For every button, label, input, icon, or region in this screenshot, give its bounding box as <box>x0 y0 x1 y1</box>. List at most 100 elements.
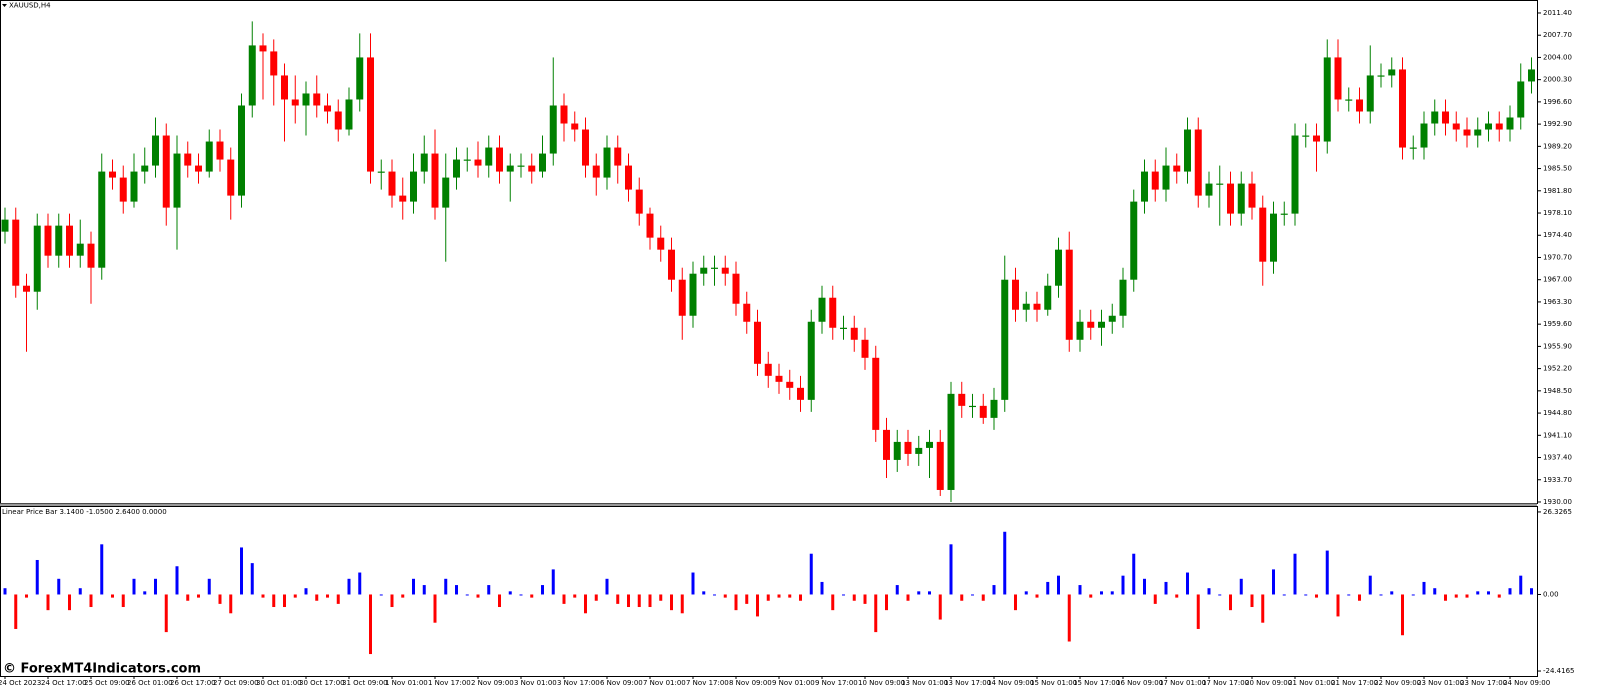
indicator-bar <box>756 594 759 617</box>
indicator-bar <box>455 585 458 595</box>
y-tick-label: 1963.30 <box>1543 298 1572 306</box>
indicator-bar <box>723 594 727 598</box>
candle-body <box>506 165 514 172</box>
indicator-bar <box>530 594 534 598</box>
indicator-bar <box>283 594 286 608</box>
candle-body <box>592 165 600 178</box>
candle-body <box>1087 321 1095 328</box>
candle-body <box>496 147 503 172</box>
candle-body <box>1141 171 1148 202</box>
y-tick-label: 1948.50 <box>1543 387 1572 395</box>
candle-body <box>754 321 761 364</box>
candle-body <box>227 159 235 196</box>
candle-body <box>334 111 342 130</box>
candle-body <box>1184 129 1191 172</box>
indicator-bar <box>1218 594 1222 596</box>
x-tick-label: 13 Nov 17:00 <box>944 679 991 687</box>
indicator-bar <box>594 594 598 601</box>
candle-body <box>915 447 923 454</box>
indicator-bar <box>1508 588 1512 595</box>
indicator-bar <box>842 594 845 596</box>
indicator-bar <box>401 594 405 598</box>
indicator-bar <box>928 591 931 595</box>
y-tick-label: 1933.70 <box>1543 476 1572 484</box>
indicator-bar <box>799 594 802 601</box>
indicator-panel <box>0 506 1538 677</box>
y-tick-label: 2004.00 <box>1543 53 1572 61</box>
x-tick-label: 23 Nov 01:00 <box>1417 679 1464 687</box>
candle-body <box>1248 183 1256 208</box>
candle-body <box>764 363 772 376</box>
candle-body <box>1 219 9 232</box>
candle-body <box>528 165 536 172</box>
candle-body <box>313 93 321 106</box>
candle-body <box>1259 207 1267 262</box>
menu-triangle <box>2 4 7 7</box>
indicator-bar <box>272 594 276 608</box>
indicator-bar <box>444 578 448 595</box>
x-tick-label: 6 Nov 09:00 <box>600 679 643 687</box>
candle-body <box>1076 321 1084 340</box>
indicator-bar <box>906 594 910 601</box>
candle-body <box>431 153 439 208</box>
x-tick-label: 2 Nov 09:00 <box>471 679 514 687</box>
indicator-bar <box>315 594 319 601</box>
indicator-bar <box>1078 585 1082 595</box>
indicator-bar <box>3 588 7 595</box>
indicator-bar <box>713 594 716 596</box>
indicator-bar <box>519 594 523 596</box>
candle-body <box>1366 75 1374 112</box>
indicator-bar <box>1530 588 1533 595</box>
indicator-bar <box>57 578 61 595</box>
candle-body <box>399 195 407 202</box>
candle-body <box>1012 279 1019 310</box>
candle-body <box>356 57 364 100</box>
indicator-bar <box>476 594 480 598</box>
indicator-bar <box>164 594 168 633</box>
y-tick-label: 1985.50 <box>1543 165 1572 173</box>
x-tick-label: 26 Oct 01:00 <box>127 679 173 687</box>
candle-body <box>1474 129 1482 136</box>
candle-body <box>560 105 568 124</box>
indicator-bar <box>659 594 663 601</box>
indicator-bar <box>100 544 104 595</box>
candle-body <box>162 135 170 208</box>
indicator-bar <box>304 588 308 595</box>
candle-body <box>678 279 686 316</box>
candle-body <box>549 105 557 154</box>
x-tick-label: 20 Nov 09:00 <box>1245 679 1292 687</box>
candle-body <box>571 123 579 130</box>
candle-body <box>281 75 288 100</box>
indicator-bar <box>648 594 652 608</box>
candle-body <box>302 93 310 106</box>
candle-body <box>1442 111 1449 124</box>
indicator-bar <box>1067 594 1071 642</box>
indicator-bar <box>1519 575 1523 595</box>
indicator-bar <box>541 585 544 595</box>
indicator-bar <box>1347 594 1351 596</box>
candle-body <box>1022 303 1030 310</box>
x-tick-label: 15 Nov 17:00 <box>1073 679 1120 687</box>
indicator-bar <box>1465 594 1469 598</box>
main-panel <box>0 0 1538 504</box>
indicator-bar <box>465 594 469 596</box>
candle-body <box>904 441 912 454</box>
candle-body <box>582 129 589 166</box>
y-tick-label: 26.3265 <box>1543 508 1572 516</box>
indicator-bar <box>809 553 813 595</box>
indicator-bar <box>326 594 329 598</box>
candle-body <box>141 165 149 172</box>
y-tick-label: 1955.90 <box>1543 342 1572 350</box>
indicator-bar <box>229 594 233 614</box>
candle-body <box>1151 171 1159 190</box>
candle-body <box>216 141 224 160</box>
candle-body <box>109 171 116 178</box>
x-tick-label: 3 Nov 01:00 <box>514 679 557 687</box>
y-tick-label: 1989.20 <box>1543 142 1572 150</box>
indicator-bar <box>358 572 362 595</box>
candle-body <box>410 171 417 202</box>
candle-body <box>453 159 460 178</box>
indicator-bar <box>379 594 383 596</box>
y-tick-label: -24.4165 <box>1543 667 1574 675</box>
x-tick-label: 9 Nov 01:00 <box>772 679 815 687</box>
